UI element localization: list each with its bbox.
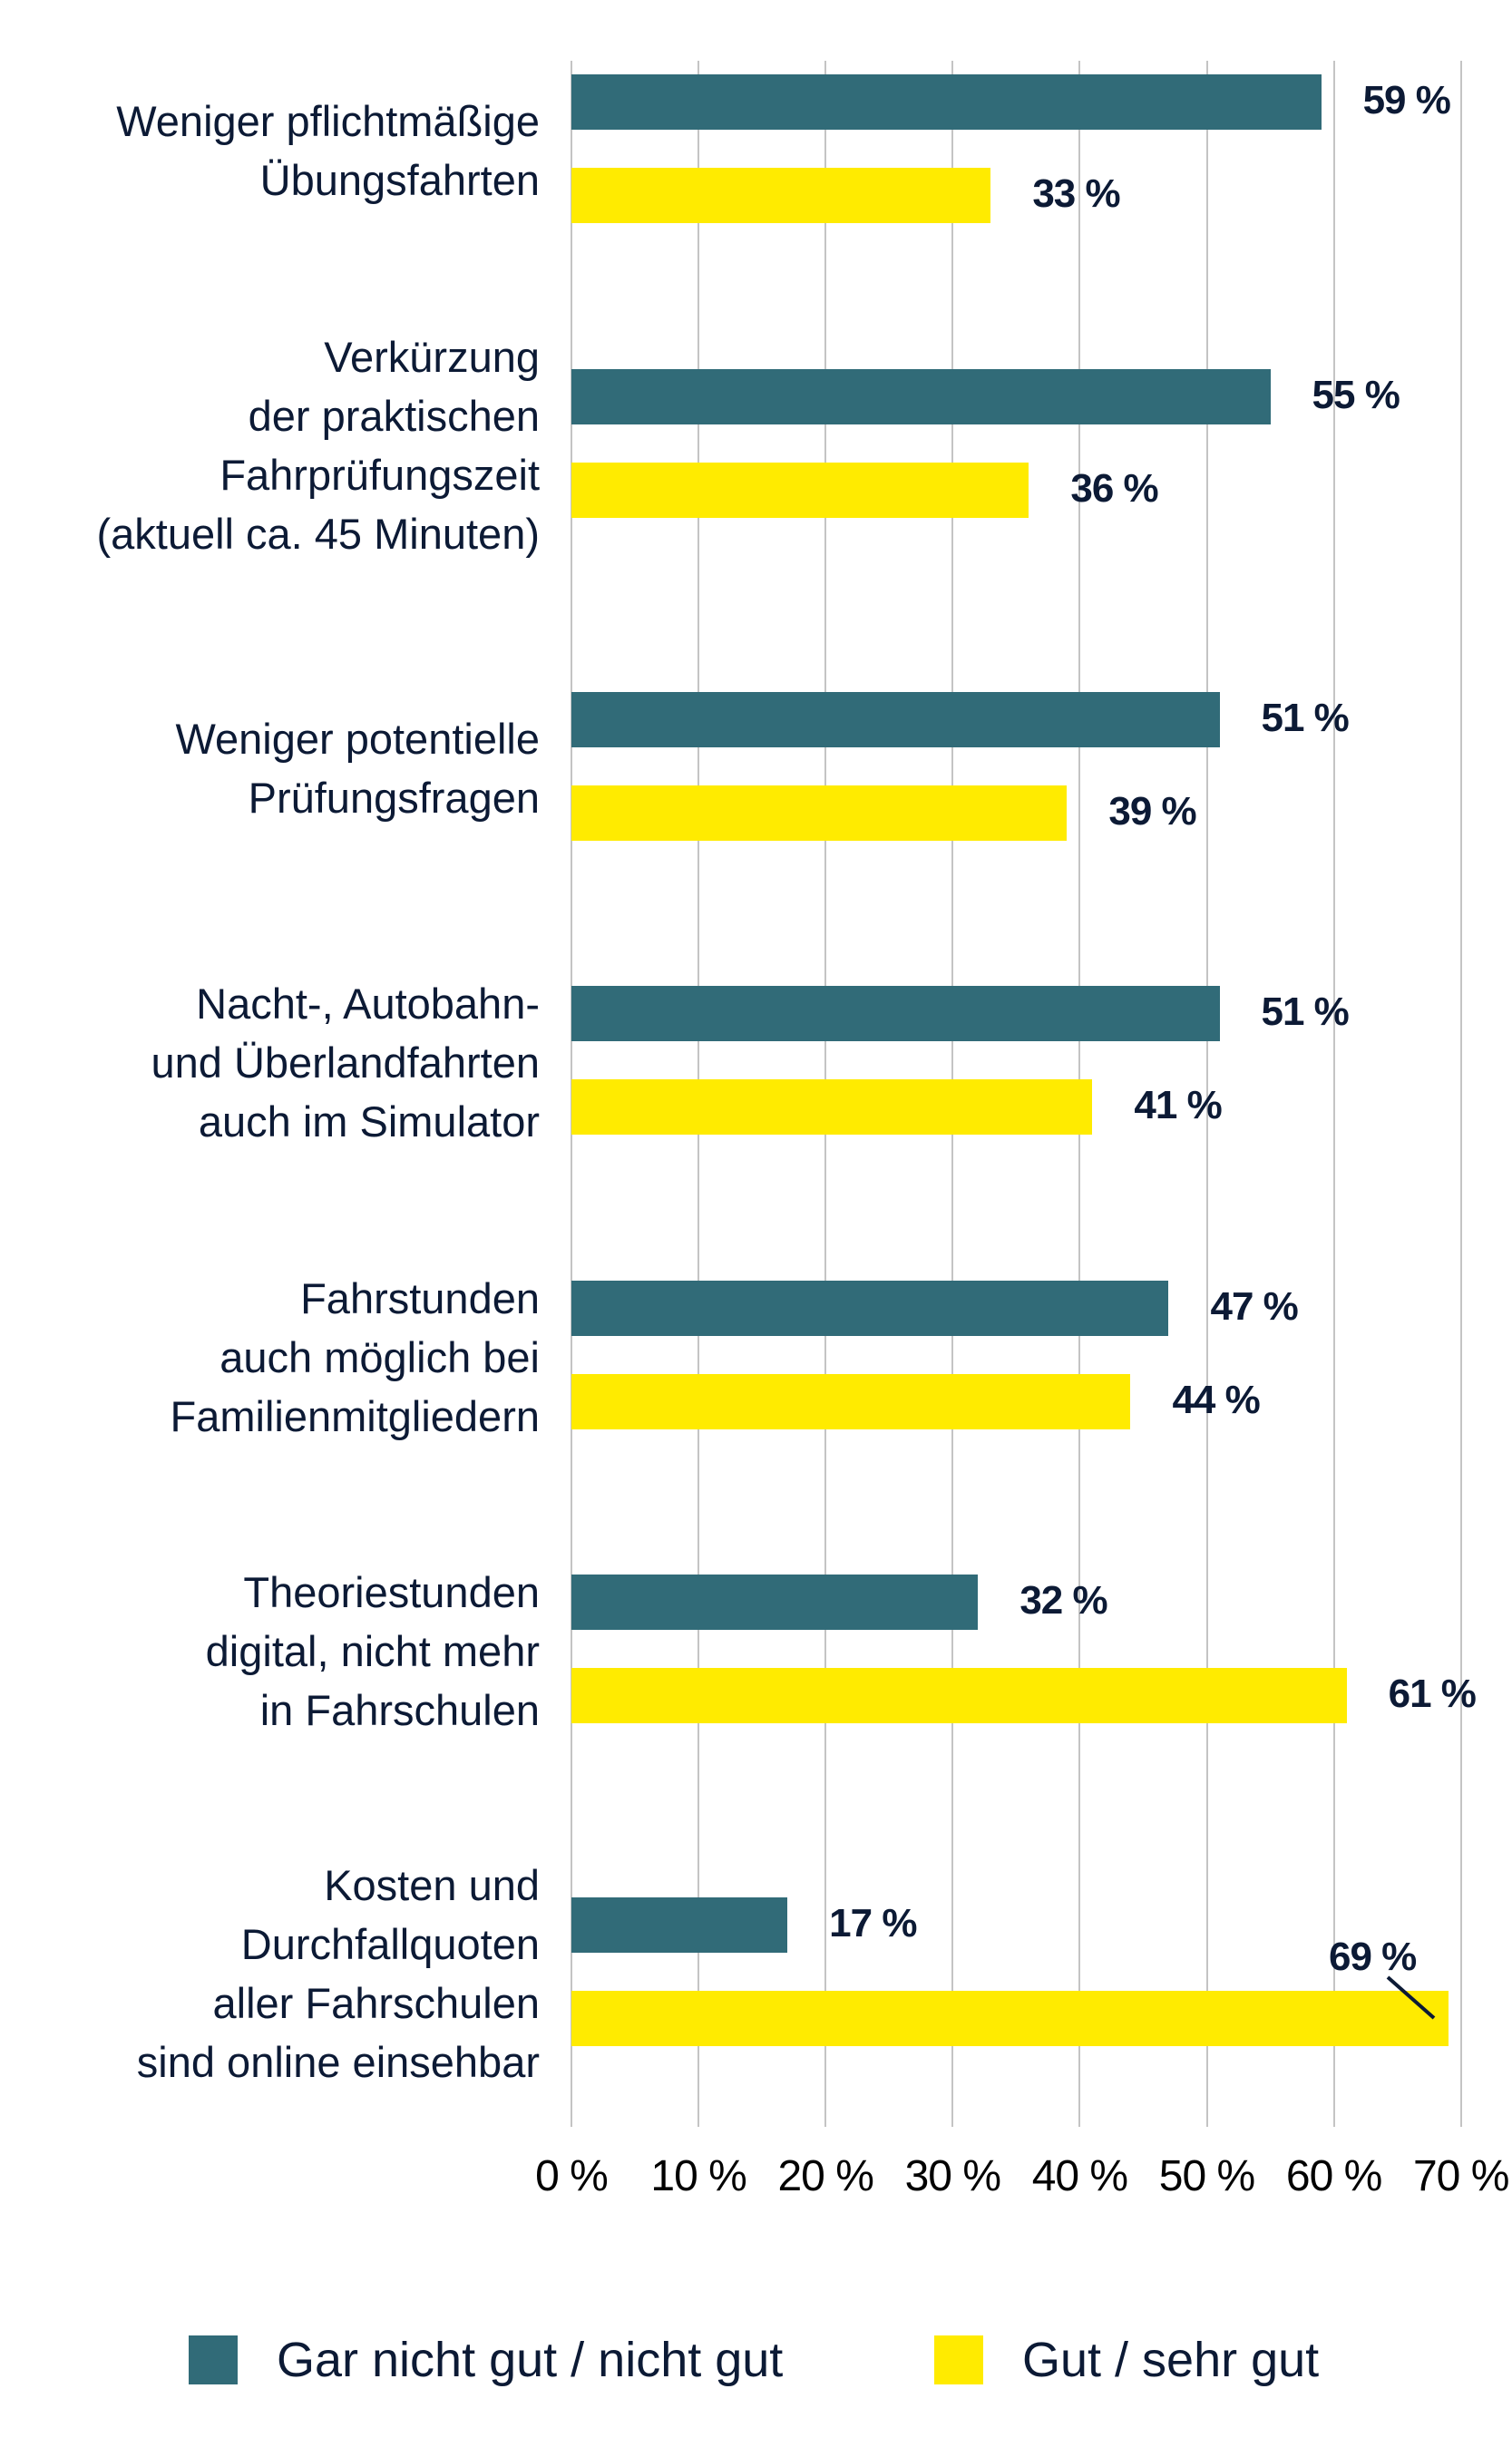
category-label: Weniger potentielle Prüfungsfragen [175, 715, 541, 822]
legend-swatch-yellow [934, 2335, 983, 2384]
x-tick-label: 40 % [1031, 2152, 1128, 2200]
category-label: Nacht-, Autobahn- und Überlandfahrten au… [151, 979, 540, 1146]
category-label: Weniger pflichtmäßige Übungsfahrten [116, 97, 540, 204]
value-label: 51 % [1261, 990, 1350, 1034]
bar-negative [571, 1897, 788, 1953]
bar-positive [571, 168, 991, 223]
legend-label-negative: Gar nicht gut / nicht gut [277, 2333, 784, 2387]
x-tick-label: 50 % [1158, 2152, 1255, 2200]
bar-positive [571, 463, 1029, 518]
value-label: 17 % [829, 1901, 917, 1945]
x-tick-label: 20 % [777, 2152, 873, 2200]
value-label: 33 % [1032, 171, 1120, 216]
bar-positive [571, 1079, 1093, 1135]
value-label: 61 % [1388, 1672, 1477, 1716]
bar-positive [571, 1374, 1131, 1429]
bar-negative [571, 1575, 979, 1630]
bar-negative [571, 986, 1220, 1041]
gridline [1332, 61, 1335, 2127]
gridline [1205, 61, 1208, 2127]
legend-swatch-teal [189, 2335, 238, 2384]
bar-negative [571, 692, 1220, 747]
value-label: 32 % [1019, 1578, 1107, 1623]
bar-positive [571, 1668, 1347, 1723]
value-label: 47 % [1210, 1284, 1298, 1329]
legend-label-positive: Gut / sehr gut [1022, 2333, 1320, 2387]
bar-positive [571, 785, 1068, 841]
bar-positive [571, 1991, 1449, 2046]
value-label: 55 % [1312, 373, 1400, 417]
value-label: 44 % [1172, 1378, 1260, 1422]
x-tick-label: 30 % [904, 2152, 1001, 2200]
value-label: 41 % [1134, 1083, 1222, 1127]
value-label: 51 % [1261, 696, 1350, 740]
legend: Gar nicht gut / nicht gut Gut / sehr gut [0, 2333, 1512, 2390]
x-tick-label: 10 % [650, 2152, 746, 2200]
value-label: 59 % [1362, 78, 1451, 122]
category-label: Fahrstunden auch möglich bei Familienmit… [170, 1273, 541, 1440]
gridline [1459, 61, 1462, 2127]
x-tick-label: 0 % [535, 2152, 609, 2200]
bar-negative [571, 369, 1271, 424]
bar-negative [571, 74, 1322, 130]
category-label: Verkürzung der praktischen Fahrprüfungsz… [96, 333, 540, 558]
value-label: 39 % [1108, 789, 1196, 834]
category-label: Kosten und Durchfallquoten aller Fahrsch… [136, 1861, 540, 2086]
bar-negative [571, 1281, 1169, 1336]
value-label: 36 % [1070, 466, 1158, 511]
x-tick-label: 70 % [1412, 2152, 1509, 2200]
category-label: Theoriestunden digital, nicht mehr in Fa… [205, 1567, 540, 1734]
value-label: 69 % [1329, 1935, 1417, 1979]
x-tick-label: 60 % [1285, 2152, 1382, 2200]
